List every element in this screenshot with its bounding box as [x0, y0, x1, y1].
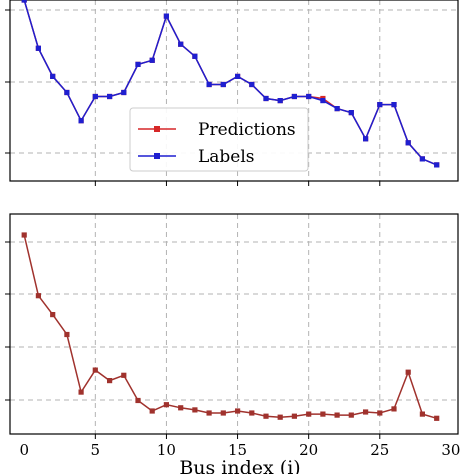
- top-marker-labels: [35, 45, 41, 51]
- top-marker-labels: [64, 89, 70, 96]
- x-tick-labels: 0 5 10 15 20 25 30: [19, 441, 460, 459]
- legend-swatch-marker: [154, 153, 160, 159]
- bottom-series-line-0: [23, 234, 437, 420]
- bottom-marker: [306, 411, 312, 417]
- x-tick-label: 15: [228, 441, 247, 459]
- legend-label-predictions: Predictions: [198, 120, 296, 140]
- top-marker-labels: [178, 41, 184, 47]
- top-marker-labels: [220, 81, 226, 88]
- top-marker-labels: [78, 118, 84, 124]
- bottom-chart: 0 5 10 15 20 25 30 Bus index (i): [5, 213, 460, 474]
- bottom-marker: [263, 413, 269, 419]
- x-axis-label: Bus index (i): [179, 457, 300, 474]
- bottom-marker: [107, 378, 113, 384]
- top-marker-labels: [334, 106, 340, 112]
- top-marker-labels: [363, 136, 369, 142]
- bottom-marker: [235, 408, 241, 414]
- top-chart-series: [21, 0, 440, 168]
- top-marker-labels: [306, 93, 312, 100]
- top-chart-frame: [9, 0, 459, 182]
- legend-swatch-marker: [154, 126, 160, 132]
- top-chart-grid: [10, 0, 458, 181]
- x-tick-label: 20: [299, 441, 318, 459]
- bottom-marker: [249, 410, 255, 416]
- bottom-marker: [334, 412, 340, 418]
- legend-entries: Predictions Labels: [138, 120, 296, 167]
- top-marker-labels: [377, 102, 383, 108]
- bottom-marker: [35, 293, 41, 299]
- top-marker-labels: [291, 93, 297, 100]
- bottom-marker: [78, 389, 84, 395]
- bottom-chart-grid: [10, 214, 458, 434]
- top-marker-labels: [405, 140, 411, 146]
- bottom-marker: [92, 367, 98, 373]
- top-chart-ticks: [5, 9, 381, 186]
- top-marker-labels: [434, 162, 440, 168]
- bottom-marker: [135, 397, 141, 404]
- bottom-marker: [419, 411, 425, 417]
- bottom-chart-series: [21, 232, 440, 421]
- x-tick-label: 5: [91, 441, 101, 459]
- top-marker-labels: [163, 13, 169, 19]
- top-marker-labels: [348, 110, 354, 116]
- bottom-marker: [21, 232, 27, 238]
- top-chart: Predictions Labels: [5, 0, 459, 186]
- top-series-line-labels: [23, 0, 437, 166]
- bottom-marker: [178, 405, 184, 411]
- bottom-marker: [220, 410, 226, 416]
- top-marker-labels: [135, 61, 141, 67]
- bottom-marker: [291, 413, 297, 419]
- top-marker-labels: [92, 93, 98, 100]
- bottom-marker: [434, 415, 440, 421]
- top-marker-labels: [391, 102, 397, 108]
- top-marker-labels: [249, 81, 255, 88]
- top-marker-labels: [50, 73, 56, 79]
- bottom-marker: [50, 312, 56, 318]
- x-tick-label: 25: [370, 441, 389, 459]
- bottom-marker: [320, 411, 326, 417]
- bottom-marker: [377, 410, 383, 416]
- bottom-marker: [405, 369, 411, 375]
- top-marker-labels: [21, 0, 27, 3]
- legend-label-labels: Labels: [198, 147, 255, 167]
- bottom-marker: [348, 412, 354, 418]
- bottom-marker: [121, 372, 127, 378]
- top-marker-labels: [192, 53, 198, 59]
- x-tick-label: 30: [441, 441, 460, 459]
- top-marker-labels: [320, 98, 326, 104]
- top-marker-labels: [107, 93, 113, 100]
- top-marker-labels: [149, 57, 155, 63]
- top-marker-labels: [263, 95, 269, 102]
- top-marker-labels: [235, 73, 241, 79]
- x-tick-label: 0: [19, 441, 29, 459]
- bottom-marker: [206, 410, 212, 416]
- legend: Predictions Labels: [129, 107, 309, 172]
- x-tick-label: 10: [157, 441, 176, 459]
- bottom-marker: [163, 402, 169, 408]
- top-marker-labels: [277, 98, 283, 104]
- bottom-marker: [64, 331, 70, 338]
- bottom-marker: [277, 414, 283, 420]
- bottom-marker: [192, 407, 198, 413]
- bottom-marker: [391, 406, 397, 412]
- top-marker-labels: [419, 156, 425, 162]
- bottom-chart-frame: [9, 213, 459, 435]
- bottom-marker: [149, 408, 155, 414]
- bottom-chart-ticks: [5, 241, 381, 439]
- top-marker-labels: [206, 81, 212, 88]
- bottom-marker: [363, 409, 369, 415]
- top-marker-labels: [121, 89, 127, 96]
